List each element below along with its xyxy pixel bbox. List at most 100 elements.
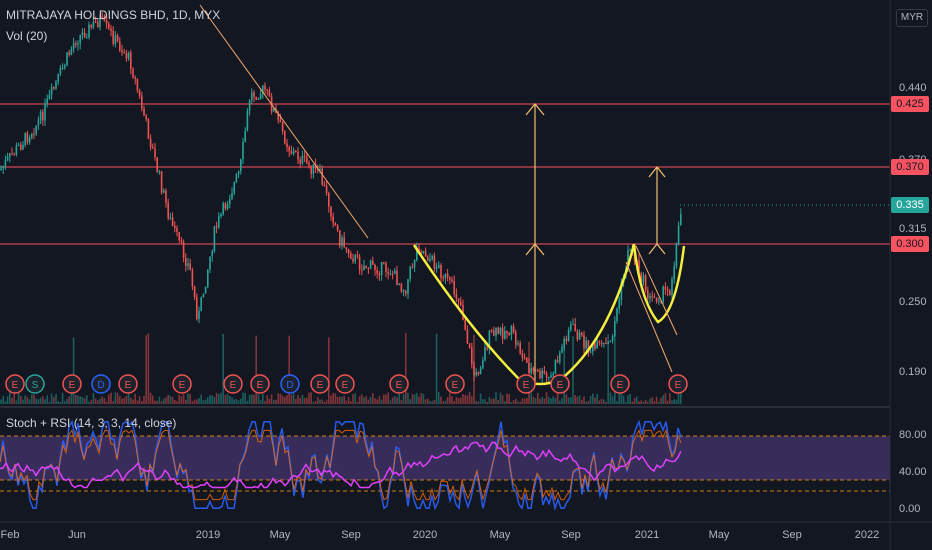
event-marker[interactable]: E <box>335 374 355 394</box>
volume-bar <box>42 396 44 404</box>
volume-bar <box>26 397 29 404</box>
event-marker[interactable]: E <box>172 374 192 394</box>
event-marker[interactable]: E <box>62 374 82 394</box>
volume-bar <box>565 394 568 404</box>
event-marker[interactable]: D <box>280 374 300 394</box>
volume-bar <box>88 401 90 404</box>
volume-bar <box>290 394 293 404</box>
volume-bar <box>385 394 387 404</box>
candle-body <box>79 35 81 44</box>
candle-body <box>253 92 255 97</box>
target-arrows[interactable] <box>525 103 666 384</box>
volume-bar <box>288 335 290 404</box>
candle-body <box>4 160 7 167</box>
event-marker[interactable]: E <box>550 374 570 394</box>
volume-bar <box>499 392 502 404</box>
candle-body <box>508 333 510 335</box>
candle-body <box>537 370 539 372</box>
volume-bar <box>86 395 88 404</box>
candle-body <box>191 269 194 287</box>
candle-body <box>477 372 480 375</box>
event-marker[interactable]: E <box>118 374 138 394</box>
candle-body <box>358 256 361 270</box>
volume-bar <box>391 397 394 404</box>
currency-button[interactable]: MYR <box>896 9 928 27</box>
event-marker[interactable]: S <box>25 374 45 394</box>
price-tick: 0.190 <box>899 366 927 378</box>
event-marker[interactable]: E <box>5 374 25 394</box>
volume-bar <box>398 393 400 404</box>
candle-body <box>424 250 427 257</box>
indicator-legend[interactable]: Stoch + RSI (14, 3, 3, 14, close) <box>6 416 177 430</box>
candle-body <box>486 347 488 349</box>
candle-body <box>86 37 88 39</box>
trendline[interactable] <box>199 4 369 239</box>
candle-body <box>528 362 530 374</box>
volume-bar <box>108 394 110 404</box>
svg-text:E: E <box>12 380 19 391</box>
candle-body <box>198 311 200 320</box>
event-marker[interactable]: E <box>610 374 630 394</box>
candle-body <box>629 249 631 251</box>
volume-bar <box>90 400 92 404</box>
volume-bar <box>110 392 112 404</box>
candle-body <box>653 296 656 298</box>
candle-body <box>413 259 416 268</box>
candle-body <box>103 16 106 21</box>
candle-body <box>325 185 328 194</box>
event-marker[interactable]: E <box>389 374 409 394</box>
candle-body <box>134 77 136 79</box>
handle-curve[interactable] <box>632 243 686 324</box>
volume-bar <box>176 401 178 404</box>
svg-text:E: E <box>452 380 459 391</box>
volume-bar <box>550 398 552 404</box>
candle-body <box>286 143 288 148</box>
event-marker[interactable]: E <box>250 374 270 394</box>
volume-bar <box>171 397 174 404</box>
candle-body <box>389 273 392 275</box>
volume-bar <box>618 393 620 404</box>
svg-text:E: E <box>675 380 682 391</box>
cup-curve[interactable] <box>412 243 636 386</box>
event-marker[interactable]: E <box>310 374 330 394</box>
volume-bar <box>339 396 341 404</box>
candle-body <box>202 293 205 298</box>
candle-body <box>257 98 260 100</box>
handle-channel-upper[interactable] <box>635 245 678 336</box>
volume-bar <box>0 399 2 404</box>
volume-bar <box>633 398 636 404</box>
candle-body <box>585 340 587 349</box>
symbol-legend[interactable]: MITRAJAYA HOLDINGS BHD, 1D, MYX <box>6 8 221 22</box>
candle-body <box>488 330 491 349</box>
event-marker[interactable]: E <box>445 374 465 394</box>
horizontal-levels[interactable] <box>0 103 890 245</box>
volume-bar <box>244 392 246 404</box>
candle-body <box>669 290 671 296</box>
volume-bar <box>600 398 603 404</box>
event-marker[interactable]: E <box>668 374 688 394</box>
volume-bar <box>420 393 422 404</box>
volume-legend[interactable]: Vol (20) <box>6 29 48 43</box>
volume-bar <box>160 401 163 404</box>
handle-channel-lower[interactable] <box>625 261 673 373</box>
candle-body <box>449 277 451 280</box>
volume-bar <box>330 395 332 404</box>
candle-body <box>378 273 381 276</box>
candle-body <box>468 343 471 348</box>
candle-body <box>35 125 37 135</box>
volume-bar <box>453 400 455 404</box>
volume-bar <box>11 397 13 404</box>
event-marker[interactable]: E <box>516 374 536 394</box>
event-marker[interactable]: D <box>91 374 111 394</box>
volume-bar <box>297 395 299 404</box>
event-marker[interactable]: E <box>223 374 243 394</box>
candle-body <box>330 206 332 217</box>
volume-bar <box>534 398 537 404</box>
candle-body <box>174 225 176 229</box>
candle-body <box>594 343 596 349</box>
candle-body <box>266 89 268 91</box>
candle-body <box>387 272 389 275</box>
candle-body <box>512 326 515 333</box>
